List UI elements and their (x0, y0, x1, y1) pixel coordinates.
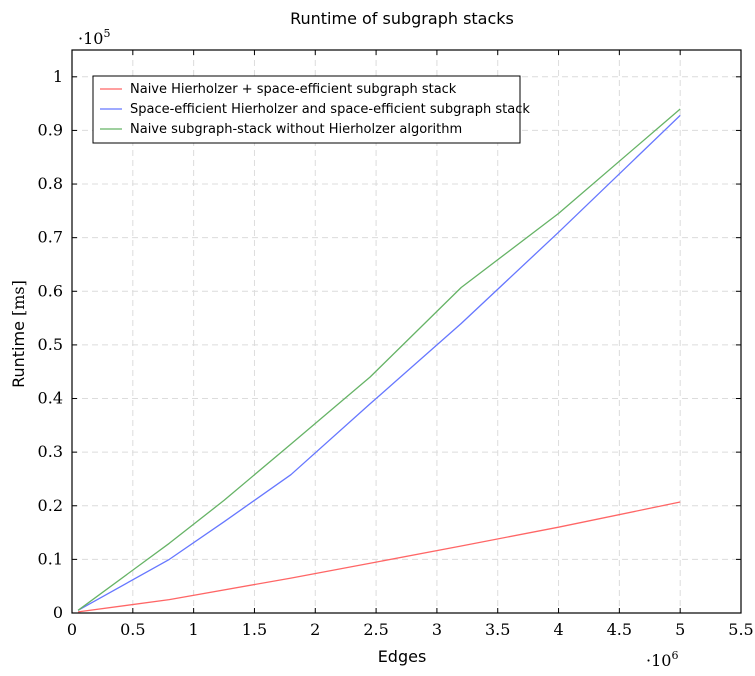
series-line-naive-hierholzer (78, 501, 681, 613)
x-tick-label: 4 (553, 620, 563, 639)
ticks: 0 0.5 1 1.5 2 2.5 3 3.5 4 4.5 5 5.5 0 0.1 0.2 0.3 0.4 0.5… (38, 50, 754, 639)
x-tick-label: 3.5 (485, 620, 510, 639)
legend: Naive Hierholzer + space-efficient subgr… (92, 75, 530, 144)
legend-label-naive-hierholzer: Naive Hierholzer + space-efficient subgr… (130, 82, 457, 97)
x-tick-label: 2.5 (363, 620, 388, 639)
x-axis-label: Edges (378, 647, 427, 666)
legend-label-space-efficient-hierholzer: Space-efficient Hierholzer and space-eff… (130, 102, 530, 117)
y-tick-label: 0.7 (38, 228, 63, 247)
legend-entry-naive-subgraph-stack: Naive subgraph-stack without Hierholzer … (100, 122, 462, 137)
legend-entry-space-efficient-hierholzer: Space-efficient Hierholzer and space-eff… (100, 102, 530, 117)
x-tick-label: 1.5 (242, 620, 267, 639)
x-tick-label: 3 (432, 620, 442, 639)
x-tick-label: 4.5 (607, 620, 632, 639)
y-tick-label: 0.9 (38, 120, 63, 139)
y-tick-label: 0 (53, 603, 63, 622)
y-tick-label: 0.5 (38, 335, 63, 354)
y-axis-label: Runtime [ms] (9, 280, 28, 388)
legend-entry-naive-hierholzer: Naive Hierholzer + space-efficient subgr… (100, 82, 457, 97)
x-tick-label: 5 (675, 620, 685, 639)
x-tick-label: 5.5 (728, 620, 753, 639)
legend-box (92, 75, 521, 144)
x-tick-label: 0.5 (120, 620, 145, 639)
chart-title: Runtime of subgraph stacks (290, 9, 514, 28)
x-multiplier: ·106 (646, 649, 678, 670)
y-tick-label: 0.2 (38, 496, 63, 515)
y-tick-label: 0.1 (38, 549, 63, 568)
x-tick-label: 0 (67, 620, 77, 639)
y-multiplier: ·105 (78, 27, 110, 48)
series-line-space-efficient-hierholzer (77, 114, 681, 611)
x-tick-label: 1 (189, 620, 199, 639)
plot-frame (71, 49, 742, 614)
y-tick-label: 0.8 (38, 174, 63, 193)
y-tick-label: 0.4 (38, 389, 63, 408)
y-tick-label: 0.6 (38, 281, 63, 300)
x-tick-label: 2 (310, 620, 320, 639)
legend-label-naive-subgraph-stack: Naive subgraph-stack without Hierholzer … (130, 122, 462, 137)
y-tick-label: 1 (53, 67, 63, 86)
y-tick-label: 0.3 (38, 442, 63, 461)
series-line-naive-subgraph-stack (77, 108, 681, 611)
series-layer (77, 108, 681, 613)
